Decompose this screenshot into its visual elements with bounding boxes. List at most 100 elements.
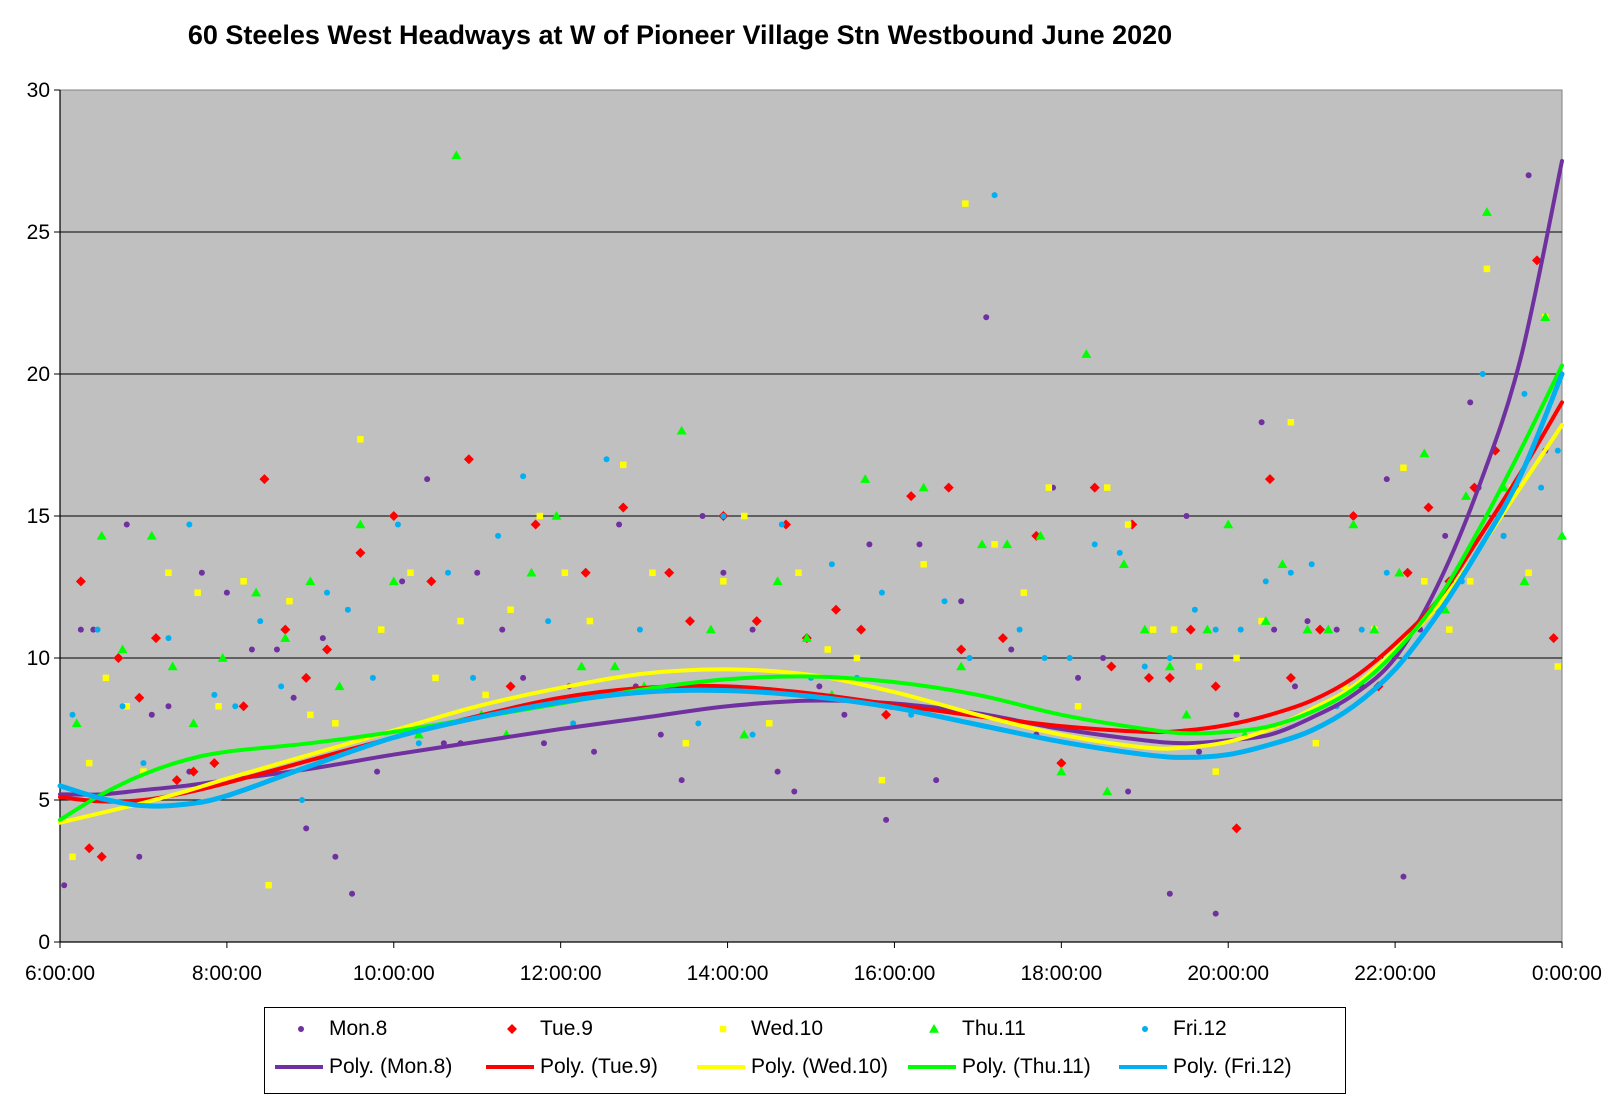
data-point (530, 519, 541, 530)
data-point (332, 720, 339, 727)
data-point (1466, 578, 1474, 585)
y-tick-label: 10 (27, 647, 50, 670)
data-point (1461, 491, 1472, 500)
data-point (1400, 464, 1407, 471)
x-tick-label: 8:00:00 (192, 962, 262, 985)
data-point (1202, 624, 1213, 634)
data-point (165, 635, 172, 642)
data-point (194, 589, 201, 596)
data-point (682, 739, 690, 747)
data-point (1421, 578, 1428, 585)
data-point (1016, 626, 1023, 633)
data-point (1525, 172, 1532, 179)
data-point (620, 461, 627, 469)
data-point (1056, 758, 1067, 769)
data-point (860, 474, 871, 483)
data-point (1400, 873, 1407, 880)
data-point (649, 569, 656, 577)
data-point (1302, 624, 1313, 634)
data-point (1212, 768, 1219, 775)
data-point (69, 711, 76, 718)
data-point (499, 626, 506, 633)
x-tick-label: 16:00:00 (854, 962, 936, 985)
data-point (749, 626, 756, 633)
data-point (883, 816, 890, 823)
data-point (540, 740, 547, 747)
data-point (77, 626, 84, 633)
data-point (536, 512, 544, 520)
data-point (171, 775, 182, 786)
data-point (766, 720, 773, 727)
data-point (117, 644, 128, 654)
data-point (1106, 661, 1117, 672)
data-point (1141, 663, 1148, 670)
legend-item-trend: Poly. (Fri.12) (1115, 1052, 1292, 1082)
data-point (474, 569, 481, 576)
y-tick-label: 15 (27, 505, 50, 528)
legend-label: Mon.8 (329, 1017, 388, 1040)
data-point (603, 456, 610, 463)
data-point (526, 567, 537, 577)
data-point (1231, 823, 1242, 834)
data-point (61, 882, 68, 889)
data-point (977, 539, 988, 549)
data-point (816, 683, 823, 690)
data-point (1525, 569, 1532, 577)
data-point (1271, 626, 1278, 633)
data-point (134, 692, 145, 703)
data-point (774, 768, 781, 775)
legend-label: Fri.12 (1173, 1017, 1227, 1040)
x-tick-label: 20:00:00 (1187, 962, 1269, 985)
data-point (720, 513, 727, 519)
data-point (685, 616, 696, 627)
data-point (280, 624, 291, 635)
data-point (415, 740, 422, 747)
data-point (280, 633, 291, 642)
legend-line-swatch (908, 1065, 956, 1069)
data-point (1304, 618, 1311, 625)
legend-item-series: Tue.9 (482, 1014, 593, 1044)
data-point (223, 589, 230, 596)
data-point (298, 797, 305, 803)
data-point (580, 567, 591, 578)
data-point (140, 768, 147, 775)
data-point (1170, 626, 1178, 633)
data-point (828, 561, 835, 568)
data-point (399, 578, 406, 585)
chart-plot: 0 5 10 15 20 25 30 6:00:00 8:00:00 10:00:00 12:00… (25, 79, 1602, 985)
data-point (1075, 674, 1082, 681)
data-point (1262, 578, 1269, 585)
data-point (1383, 569, 1390, 576)
data-point (165, 703, 172, 710)
data-point (1358, 626, 1365, 633)
data-point (618, 502, 629, 513)
data-point (75, 576, 86, 587)
legend-marker-swatch (298, 1026, 304, 1032)
data-point (1291, 683, 1298, 690)
data-point (1181, 709, 1192, 719)
data-point (824, 646, 831, 653)
data-point (749, 731, 756, 738)
data-point (866, 541, 873, 548)
data-point (215, 703, 222, 710)
legend-label: Poly. (Wed.10) (751, 1055, 888, 1078)
data-point (1554, 447, 1561, 454)
data-point (378, 626, 385, 633)
trend-line-thu-11 (58, 363, 1564, 822)
y-tick-label: 0 (38, 931, 50, 954)
data-point (1538, 484, 1545, 491)
data-point (1185, 624, 1196, 635)
data-point (1041, 655, 1048, 661)
data-point (507, 606, 514, 613)
data-point (1089, 482, 1100, 493)
data-point (778, 521, 785, 528)
legend-item-series: Thu.11 (904, 1014, 1026, 1044)
data-point (324, 589, 331, 596)
data-point (1483, 265, 1491, 273)
data-point (983, 314, 990, 321)
data-point (853, 654, 861, 662)
data-point (102, 674, 110, 682)
data-point (1287, 419, 1295, 426)
legend: Mon.8 Tue.9 Wed.10 Thu.11 Fri.12 Poly. (Mon.8… (264, 1007, 1346, 1094)
y-tick-label: 20 (27, 363, 50, 386)
